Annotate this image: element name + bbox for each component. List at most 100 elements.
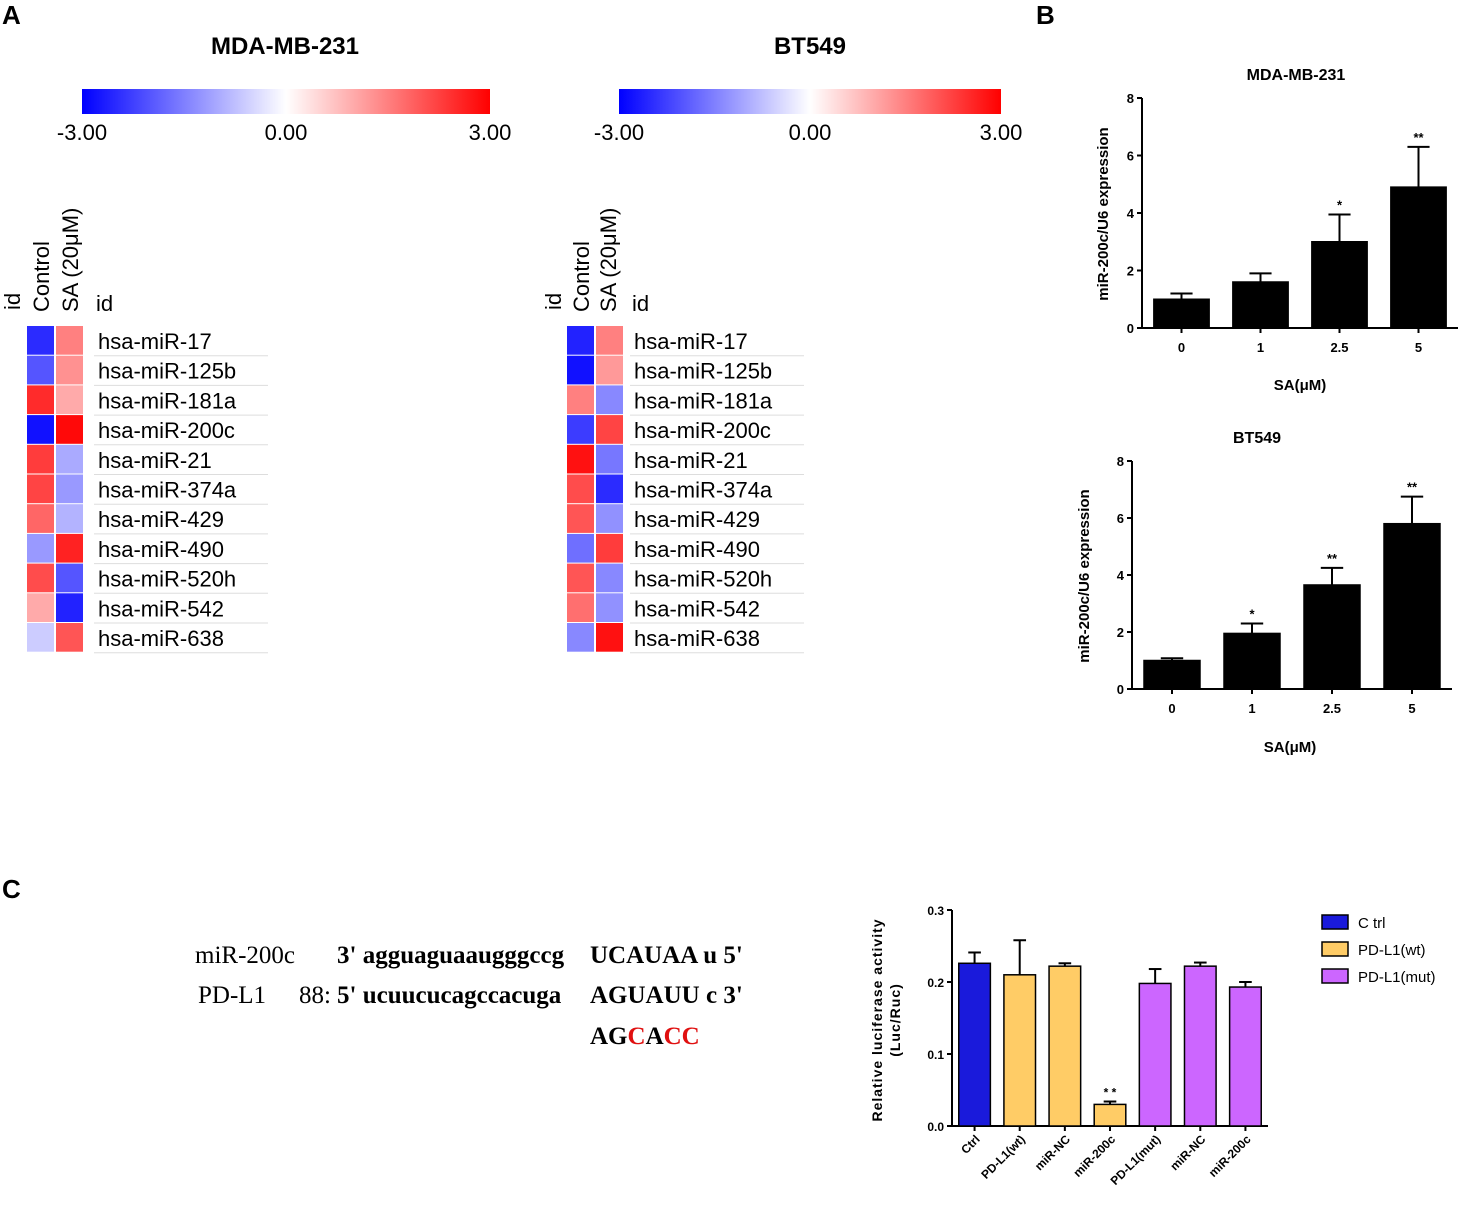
heatmap-row-label: hsa-miR-638 [634, 626, 760, 651]
scale-max-label: 3.00 [469, 120, 512, 145]
x-tick-label: PD-L1(wt) [978, 1132, 1027, 1181]
heatmap-row-label: hsa-miR-490 [634, 537, 760, 562]
x-tick-label: miR-200c [1206, 1132, 1254, 1180]
heatmap-row-label: hsa-miR-542 [634, 596, 760, 621]
bar-chart-marks: 0 2 4 6 8 0 1 * 2.5 ** 5 [1127, 91, 1458, 355]
bar [1003, 974, 1037, 1127]
significance-marker: ** [1413, 130, 1424, 145]
heatmap-cell [567, 415, 594, 444]
heatmap-cells [27, 326, 83, 652]
heatmap-cell [567, 623, 594, 652]
legend-label-mut: PD-L1(mut) [1358, 969, 1436, 986]
mutant-seq: AGCACC [590, 1023, 700, 1050]
y-tick-label: 0 [1127, 321, 1134, 336]
heatmap-row-label: hsa-miR-125b [98, 359, 236, 384]
bar [1228, 986, 1262, 1127]
heatmap-cell [27, 415, 54, 444]
heatmap-cell [27, 593, 54, 622]
heatmap-bt549: BT549 -3.00 0.00 3.00 id Control SA (20μ… [541, 33, 1022, 654]
heatmap-cell [567, 385, 594, 415]
heatmap-row-label: hsa-miR-490 [98, 537, 224, 562]
heatmap-cell [567, 326, 594, 355]
x-tick-label: 0 [1168, 701, 1175, 716]
bar [1138, 982, 1172, 1127]
x-tick-label: 0 [1178, 340, 1185, 355]
heatmap-cell [56, 533, 83, 563]
heatmap-cell [27, 623, 54, 652]
heatmap-cell [596, 563, 623, 593]
heatmap-cell [56, 563, 83, 593]
bar [1232, 281, 1289, 329]
heatmap-cell [567, 444, 594, 474]
heatmap-cell [27, 563, 54, 593]
heatmap-row-label: hsa-miR-181a [98, 388, 237, 413]
x-tick-label: 1 [1248, 701, 1255, 716]
bar [1223, 632, 1281, 690]
bar [1093, 1103, 1127, 1127]
heatmap-cell [567, 533, 594, 563]
scale-mid-label: 0.00 [265, 120, 308, 145]
y-tick-label: 8 [1117, 454, 1124, 469]
y-tick-label: 0.2 [927, 976, 944, 990]
heatmap-title: BT549 [774, 33, 846, 60]
x-tick-label: 5 [1408, 701, 1415, 716]
y-tick-label: 6 [1117, 511, 1124, 526]
heatmap-row-label: hsa-miR-125b [634, 359, 772, 384]
column-label-control: Control [29, 241, 54, 312]
column-label-sa: SA (20μM) [58, 208, 83, 312]
x-tick-label: miR-NC [1167, 1132, 1208, 1173]
heatmap-cell [56, 444, 83, 474]
heatmap-row-label: hsa-miR-200c [634, 418, 771, 443]
y-tick-label: 6 [1127, 149, 1134, 164]
y-axis-label-units: (Luc/Ruc) [887, 983, 903, 1057]
panel-label-c: C [2, 874, 21, 904]
heatmap-cell [596, 474, 623, 504]
heatmap-row-label: hsa-miR-181a [634, 388, 773, 413]
heatmap-cell [596, 504, 623, 533]
scale-min-label: -3.00 [594, 120, 644, 145]
heatmap-cell [56, 326, 83, 355]
bar [1390, 186, 1447, 329]
x-tick-label: 2.5 [1323, 701, 1341, 716]
x-tick-label: Ctrl [958, 1132, 983, 1157]
bar [1143, 659, 1201, 690]
heatmap-row-label: hsa-miR-21 [634, 448, 748, 473]
x-tick-label: miR-200c [1070, 1132, 1118, 1180]
significance-marker: ** [1327, 551, 1338, 566]
column-label-sa: SA (20μM) [596, 208, 621, 312]
heatmap-cell [596, 355, 623, 385]
bar [1183, 965, 1217, 1127]
heatmap-cell [56, 474, 83, 504]
heatmap-cell [56, 504, 83, 533]
panel-label-a: A [2, 0, 21, 30]
bar [958, 962, 992, 1127]
significance-marker: ** [1407, 480, 1418, 495]
bar-chart-mda-mb-231: MDA-MB-231 miR-200c/U6 expression SA(μM)… [1095, 67, 1458, 394]
heatmap-cell [596, 444, 623, 474]
heatmap-cell [596, 623, 623, 652]
x-tick-label: 1 [1257, 340, 1264, 355]
mutant-seq-part: A [646, 1023, 664, 1050]
heatmap-row-label: hsa-miR-542 [98, 596, 224, 621]
y-tick-label: 8 [1127, 91, 1134, 106]
y-tick-label: 2 [1117, 625, 1124, 640]
heatmap-cell [567, 355, 594, 385]
id-row-label: id [632, 291, 649, 316]
heatmap-cell [27, 533, 54, 563]
chart-title: BT549 [1233, 430, 1281, 447]
legend: C trl PD-L1(wt) PD-L1(mut) [1321, 914, 1436, 986]
mir-200c-label: miR-200c [195, 942, 295, 969]
heatmap-cell [567, 593, 594, 622]
heatmap-cell [596, 415, 623, 444]
x-tick-label: 2.5 [1330, 340, 1348, 355]
heatmap-row-label: hsa-miR-17 [634, 329, 748, 354]
heatmap-cell [27, 326, 54, 355]
bar [1048, 965, 1082, 1127]
heatmap-cell [56, 623, 83, 652]
heatmap-cell [596, 593, 623, 622]
mutant-seq-part-red: C [628, 1023, 646, 1050]
significance-marker: * * [1104, 1086, 1117, 1100]
bar [1153, 298, 1210, 329]
color-scale-bar [619, 89, 1001, 114]
heatmap-mda-mb-231: MDA-MB-231 -3.00 0.00 3.00 id Control SA… [0, 33, 512, 654]
